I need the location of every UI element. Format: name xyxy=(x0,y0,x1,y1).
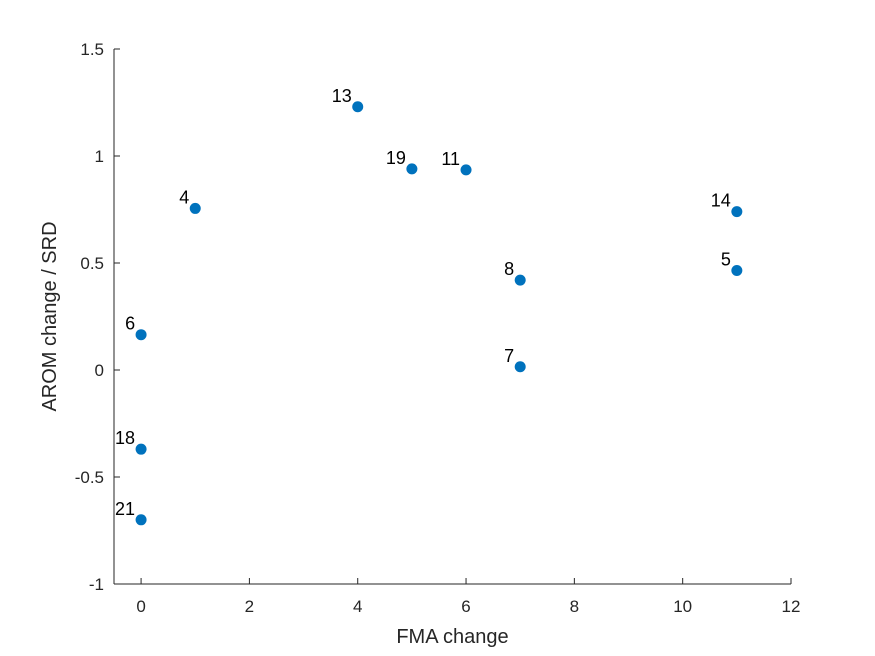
scatter-point xyxy=(189,202,201,214)
scatter-point xyxy=(352,101,364,113)
y-tick-label: 1 xyxy=(95,147,104,166)
point-label: 21 xyxy=(115,499,135,519)
point-label: 6 xyxy=(125,314,135,334)
point-label: 5 xyxy=(721,249,731,269)
x-tick-label: 10 xyxy=(673,597,692,616)
x-tick-label: 12 xyxy=(782,597,801,616)
point-label: 19 xyxy=(386,148,406,168)
y-tick-label: -0.5 xyxy=(75,468,104,487)
scatter-point xyxy=(135,443,147,455)
scatter-point xyxy=(514,361,526,373)
x-axis-ticks: 0 2 4 6 8 10 12 xyxy=(136,578,800,616)
point-label: 11 xyxy=(441,149,460,169)
scatter-point xyxy=(135,329,147,341)
y-tick-label: 1.5 xyxy=(80,40,104,59)
scatter-point xyxy=(514,274,526,286)
y-axis-ticks: -1 -0.5 0 0.5 1 1.5 xyxy=(75,40,120,594)
x-tick-label: 4 xyxy=(353,597,362,616)
x-tick-label: 2 xyxy=(245,597,254,616)
y-tick-label: 0.5 xyxy=(80,254,104,273)
y-tick-label: -1 xyxy=(89,575,104,594)
scatter-point xyxy=(731,206,743,218)
x-axis-title: FMA change xyxy=(396,626,508,648)
point-label: 4 xyxy=(179,187,189,207)
point-label: 14 xyxy=(711,191,731,211)
y-tick-label: 0 xyxy=(95,361,104,380)
scatter-point xyxy=(406,163,418,175)
scatter-point xyxy=(460,164,472,176)
x-tick-label: 8 xyxy=(570,597,579,616)
point-label: 13 xyxy=(332,86,352,106)
x-tick-label: 6 xyxy=(461,597,470,616)
scatter-point xyxy=(731,264,743,276)
point-label: 18 xyxy=(115,428,135,448)
scatter-point xyxy=(135,514,147,526)
point-label: 7 xyxy=(504,346,514,366)
point-label: 8 xyxy=(504,259,514,279)
y-axis-title: AROM change / SRD xyxy=(39,221,61,411)
data-points: 13 19 11 4 14 5 8 6 7 18 21 xyxy=(115,86,743,526)
x-tick-label: 0 xyxy=(136,597,145,616)
